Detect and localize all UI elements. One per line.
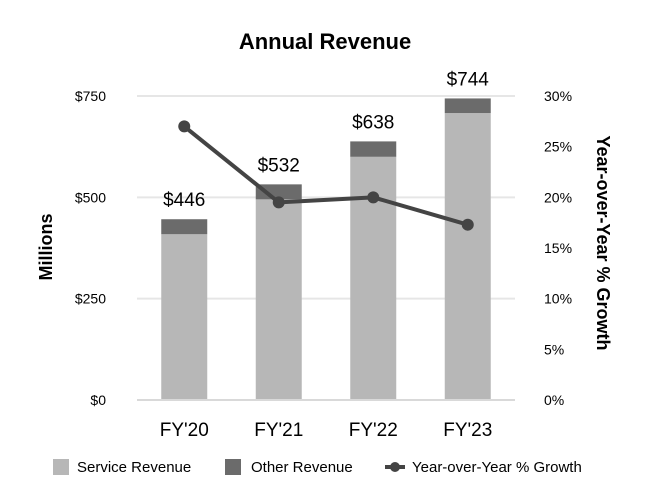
total-label: $638 [352, 112, 394, 133]
legend-label-0: Service Revenue [77, 459, 191, 476]
bar-service-revenue-3 [444, 113, 491, 401]
bar-other-revenue-3 [444, 98, 491, 114]
legend-marker [390, 462, 400, 472]
y2-axis-label: Year-over-Year % Growth [593, 135, 613, 350]
legend-swatch-1 [225, 459, 241, 475]
y2-tick-label: 0% [544, 392, 564, 408]
legend-swatch-0 [53, 459, 69, 475]
growth-point-1 [272, 196, 285, 209]
growth-point-0 [178, 120, 191, 133]
y2-tick-label: 30% [544, 88, 572, 104]
total-label: $532 [258, 155, 300, 176]
x-tick-label: FY'20 [160, 420, 209, 441]
y-tick-label: $250 [75, 291, 106, 307]
axes: $0 $250 $500 $750 0% 5% 10% 15% 20% 25% 30% FY'20 FY… [75, 88, 572, 441]
legend-label-1: Other Revenue [251, 459, 353, 476]
chart-title: Annual Revenue [239, 29, 411, 54]
legend-label-2: Year-over-Year % Growth [412, 459, 582, 476]
y-axis-label: Millions [36, 214, 56, 281]
bar-series [161, 98, 491, 401]
bar-other-revenue-2 [350, 141, 397, 157]
x-tick-label: FY'21 [254, 420, 303, 441]
y2-tick-label: 5% [544, 341, 564, 357]
growth-point-3 [461, 218, 474, 231]
y2-tick-label: 10% [544, 291, 572, 307]
data-labels: $446 $532 $638 $744 [163, 69, 489, 211]
y2-tick-label: 25% [544, 139, 572, 155]
bar-service-revenue-1 [255, 199, 302, 400]
growth-line [182, 124, 469, 227]
bar-service-revenue-0 [161, 234, 208, 400]
y2-tick-label: 15% [544, 240, 572, 256]
total-label: $744 [447, 69, 490, 90]
growth-point-2 [367, 191, 380, 204]
total-label: $446 [163, 190, 205, 211]
growth-line-series [178, 120, 474, 231]
y-tick-label: $500 [75, 189, 106, 205]
x-tick-label: FY'22 [349, 420, 398, 441]
legend: Service Revenue Other Revenue Year-over-Ye… [53, 459, 582, 476]
y-tick-label: $750 [75, 88, 106, 104]
bar-other-revenue-0 [161, 219, 208, 235]
y-tick-label: $0 [90, 392, 106, 408]
x-tick-label: FY'23 [443, 420, 492, 441]
y2-tick-label: 20% [544, 189, 572, 205]
